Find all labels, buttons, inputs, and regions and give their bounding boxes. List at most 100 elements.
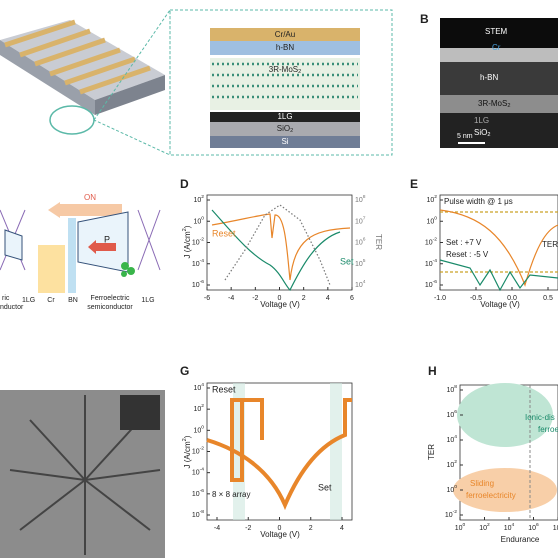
text-part: 0 [463, 522, 466, 528]
x-tick-label: 0 [278, 525, 282, 532]
text-part: 0 [454, 484, 457, 490]
text-part: 3R-MoS [478, 99, 507, 108]
y-tick-label: 10-2 [425, 237, 437, 247]
text-part: 10 [446, 412, 454, 419]
y-tick-label: 102 [446, 459, 457, 469]
text-part: 3R-MoS [269, 65, 298, 74]
device-3d [0, 19, 165, 135]
y-tick-label: 104 [446, 434, 457, 444]
text-part: 10 [426, 197, 434, 204]
text-part: -4 [200, 467, 205, 473]
text-part: ) [183, 225, 192, 228]
text-part: 5 [363, 258, 366, 264]
panel-label: E [410, 177, 418, 191]
y-tick-label: 10-2 [192, 446, 204, 456]
label: Cr [492, 43, 501, 52]
text-part: 10 [192, 448, 200, 455]
panel-label: B [420, 12, 429, 26]
y-tick-label: 10-8 [192, 509, 204, 519]
panel-label: H [428, 364, 437, 378]
axis-title: Voltage (V) [260, 300, 300, 309]
text-part: 7 [363, 216, 366, 222]
label: Cr [47, 297, 55, 304]
text-part: 0 [201, 425, 204, 431]
text-part: 10 [355, 197, 363, 204]
zoom-box [169, 9, 393, 156]
text-part: ) [183, 435, 192, 438]
label: Reset [212, 228, 236, 238]
y-tick-label: 10-2 [192, 237, 204, 247]
label: semiconductor [87, 304, 133, 311]
y2-tick-label: 106 [355, 237, 366, 247]
x-tick-label: 0.5 [543, 295, 553, 302]
text-part: 0 [434, 216, 437, 222]
text-part: 10 [425, 282, 433, 289]
text-part: 10 [193, 385, 201, 392]
label: Sliding [470, 479, 494, 488]
sem-electrodes [9, 395, 161, 555]
x-tick-label: -2 [245, 525, 251, 532]
label: ric [2, 295, 10, 302]
text-part: 10 [192, 512, 200, 519]
x-tick-label: -1.0 [434, 295, 446, 302]
axis-title: J (A/cm2) [182, 225, 192, 258]
y-tick-label: 100 [193, 216, 204, 226]
text-part: 10 [446, 487, 454, 494]
text-part: 10 [192, 239, 200, 246]
layer-label: 3R-MoS2 [269, 65, 301, 75]
x-tick-label: 108 [553, 522, 558, 532]
y-tick-label: 10-2 [445, 509, 457, 519]
y-tick-label: 108 [446, 384, 457, 394]
y-tick-label: 10-4 [192, 258, 204, 268]
text-part: -6 [200, 279, 205, 285]
x-tick-label: 4 [340, 525, 344, 532]
label: P [104, 234, 110, 244]
layer-label: Cr/Au [275, 30, 295, 39]
text-part: -2 [200, 237, 205, 243]
x-tick-label: -2 [252, 295, 258, 302]
y-tick-label: 100 [446, 484, 457, 494]
y2-tick-label: 105 [355, 258, 366, 268]
x-tick-label: 2 [302, 295, 306, 302]
label: Ionic-dis [525, 413, 555, 422]
label: SiO2 [474, 128, 490, 138]
axis-title: TER [427, 444, 436, 460]
x-tick-label: -6 [204, 295, 210, 302]
x-tick-label: 6 [350, 295, 354, 302]
text-part: 10 [479, 525, 487, 532]
text-part: 10 [355, 261, 363, 268]
y2-tick-label: 107 [355, 216, 366, 226]
text-part: 10 [193, 427, 201, 434]
text-part: 4 [201, 382, 204, 388]
y-tick-label: 104 [193, 382, 204, 392]
y-tick-label: 102 [193, 403, 204, 413]
text-part: 8 [454, 384, 457, 390]
text-part: 10 [446, 387, 454, 394]
text-part: -2 [433, 237, 438, 243]
text-part: 10 [192, 491, 200, 498]
text-part: 10 [355, 218, 363, 225]
region-sliding [453, 468, 557, 512]
x-tick-label: -4 [214, 525, 220, 532]
label: Set [318, 482, 332, 492]
label: nductor [0, 304, 24, 311]
panel-label: G [180, 364, 189, 378]
annotation: Pulse width @ 1 μs [444, 197, 513, 206]
layer-label: SiO2 [277, 124, 293, 134]
text-part: J (A/cm [183, 441, 192, 468]
text-part: 2 [487, 132, 490, 138]
axis-title: Endurance [501, 535, 540, 544]
y-tick-label: 102 [426, 194, 437, 204]
y-tick-label: 10-6 [425, 279, 437, 289]
text-part: 10 [193, 218, 201, 225]
band-schematic [0, 202, 161, 293]
label: Reset [212, 384, 236, 394]
text-part: 10 [446, 437, 454, 444]
x-tick-label: 102 [479, 522, 490, 532]
legend-entry: Reset : -5 V [446, 250, 489, 259]
traces-d [211, 204, 351, 292]
text-part: 10 [504, 525, 512, 532]
text-part: J (A/cm [183, 231, 192, 258]
axis-title: J (A/cm2) [182, 435, 192, 468]
text-part: 4 [512, 522, 515, 528]
